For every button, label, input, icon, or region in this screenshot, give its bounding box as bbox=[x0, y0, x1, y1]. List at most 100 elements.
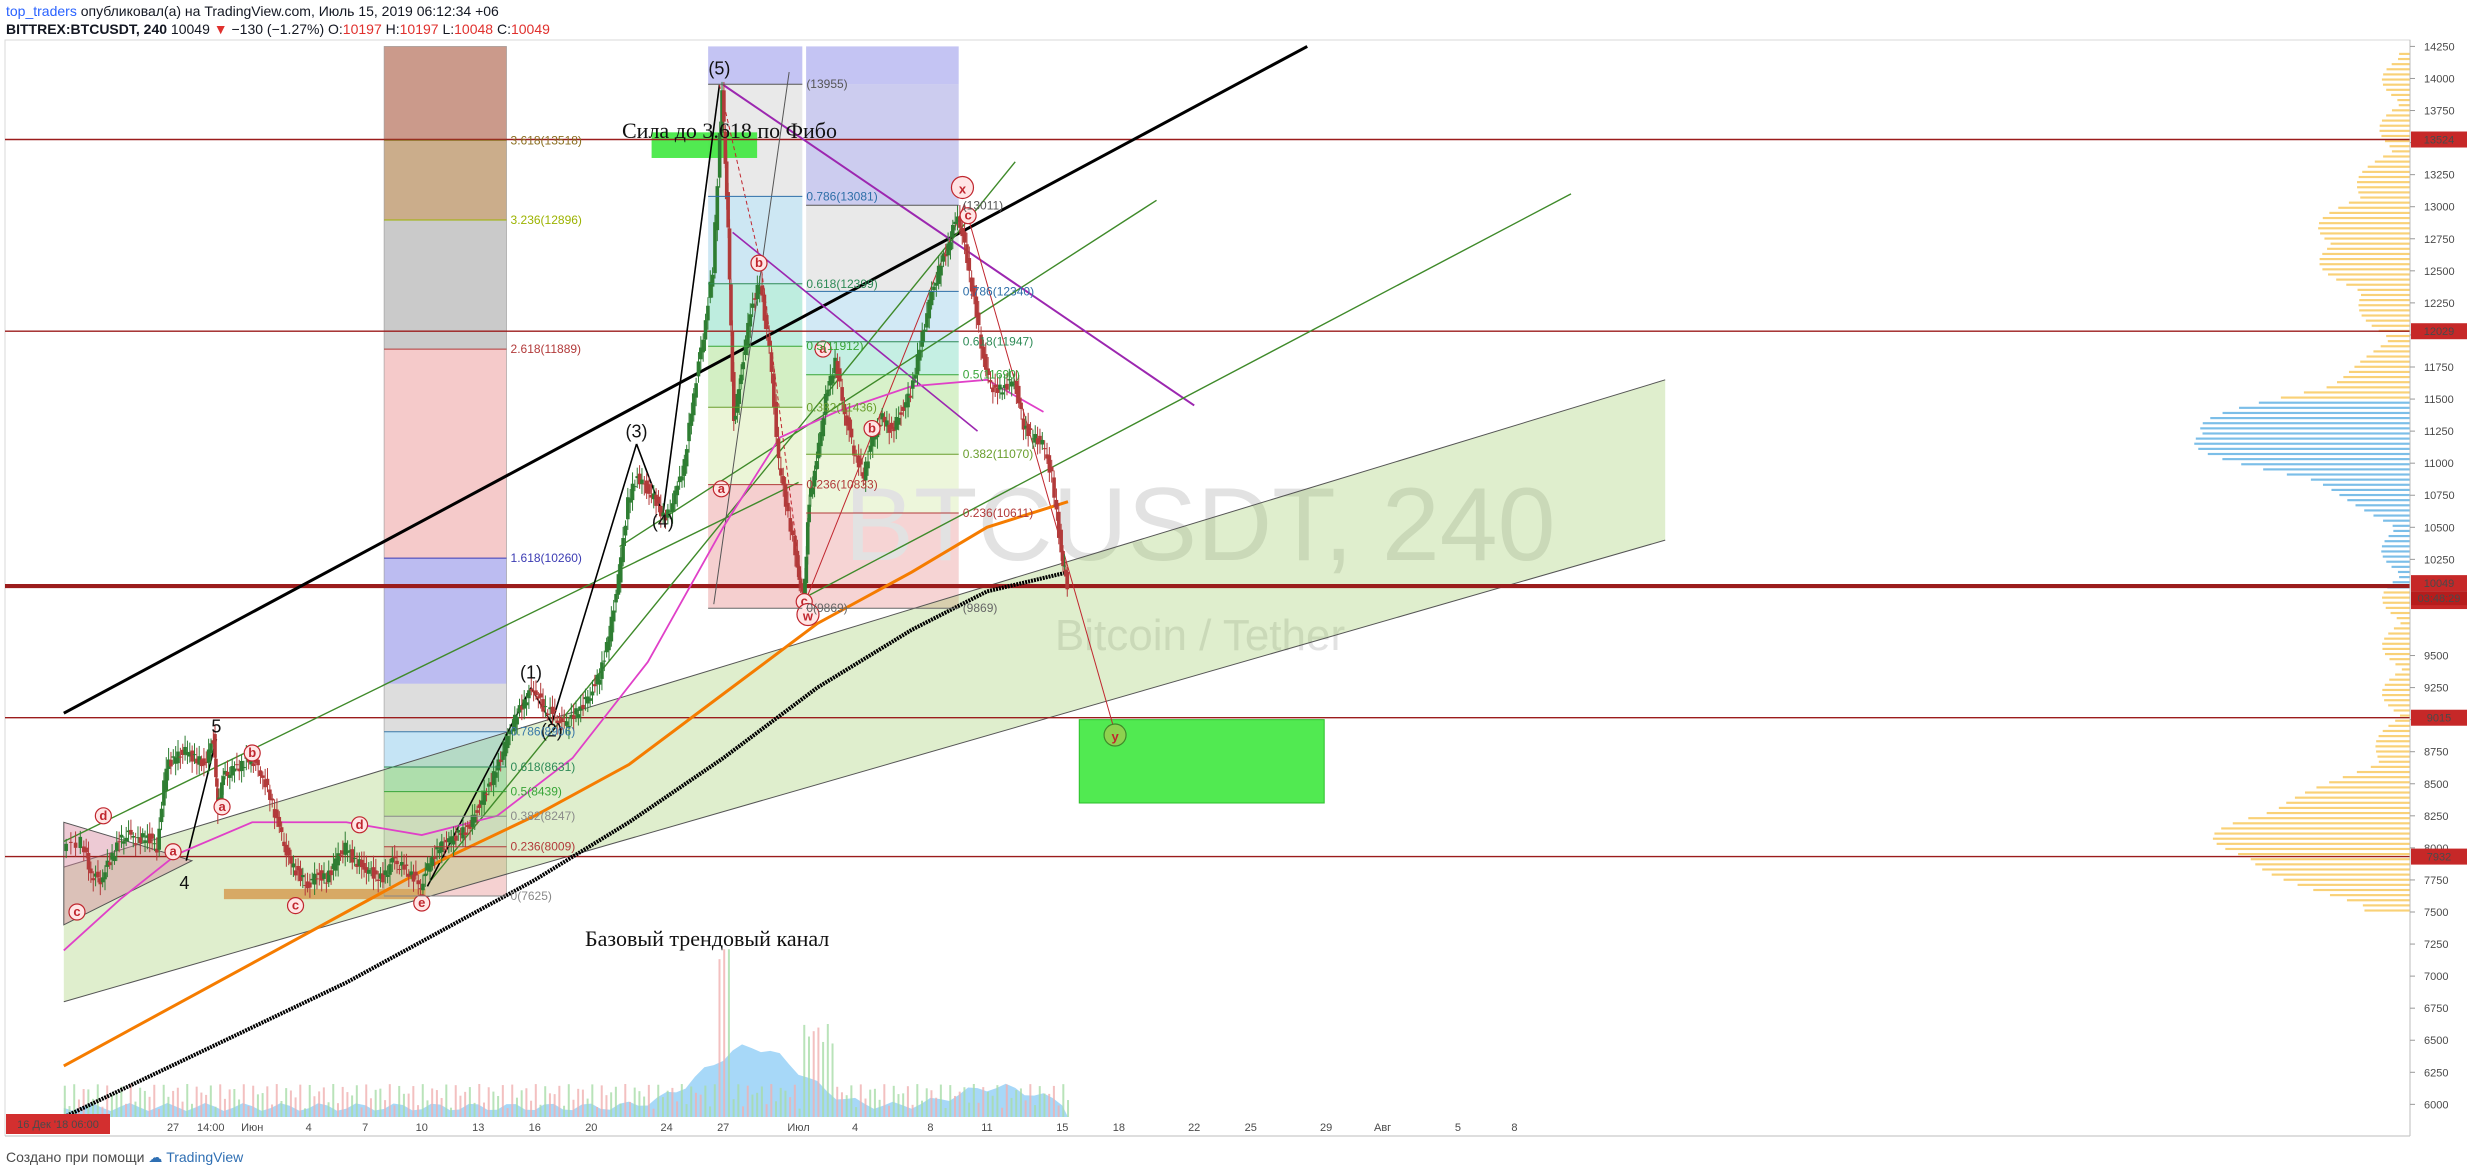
profile-row bbox=[2355, 504, 2410, 507]
wave-letter-e: e bbox=[418, 895, 425, 910]
candle-body bbox=[371, 867, 376, 879]
profile-row bbox=[2241, 463, 2410, 466]
profile-row bbox=[2318, 227, 2410, 230]
candle-body bbox=[251, 763, 256, 767]
profile-row bbox=[2388, 704, 2410, 707]
wave-letter-y: y bbox=[1111, 729, 1119, 744]
candle-body bbox=[1005, 383, 1009, 390]
volume-bar bbox=[572, 1099, 575, 1117]
candle-body bbox=[489, 782, 494, 786]
candle-body bbox=[800, 583, 804, 592]
candle-body bbox=[199, 759, 204, 767]
candle-body bbox=[757, 287, 762, 295]
candle-body bbox=[630, 483, 635, 501]
volume-bar bbox=[355, 1085, 358, 1117]
time-axis[interactable]: 27 14:00 Июн 4 7 10 13 16 20 24 27 Июл 4 8 11 15 18 22 25 2… bbox=[0, 1114, 2468, 1150]
volume-bar bbox=[633, 1087, 636, 1117]
candle-body bbox=[983, 354, 988, 370]
watermark-subtitle: Bitcoin / Tether bbox=[1055, 611, 1345, 660]
candle-body bbox=[435, 846, 439, 850]
profile-row bbox=[2391, 565, 2410, 568]
candle-body bbox=[755, 284, 760, 300]
candle-body bbox=[477, 804, 482, 808]
candle-body bbox=[256, 759, 260, 766]
candle-body bbox=[315, 878, 319, 880]
candle-body bbox=[1061, 551, 1065, 567]
candle-body bbox=[213, 734, 217, 758]
volume-bar bbox=[176, 1087, 179, 1117]
price-axis[interactable]: 1425014000137501350013250130001275012500… bbox=[2409, 40, 2468, 1136]
candle-body bbox=[696, 361, 701, 377]
profile-row bbox=[2381, 119, 2410, 122]
volume-bar bbox=[115, 1092, 118, 1117]
candle-body bbox=[364, 867, 369, 873]
candle-body bbox=[140, 833, 145, 838]
volume-bar bbox=[836, 1086, 839, 1117]
volume-bar bbox=[421, 1084, 424, 1117]
time-tick-label: 13 bbox=[472, 1122, 484, 1134]
profile-row bbox=[2375, 745, 2410, 748]
candle-body bbox=[720, 90, 724, 133]
profile-row bbox=[2339, 493, 2410, 497]
volume-bar bbox=[581, 1089, 584, 1117]
volume-bar bbox=[812, 1031, 815, 1117]
candle-body bbox=[1009, 381, 1014, 387]
channel-annotation: Базовый трендовый канал bbox=[585, 926, 829, 951]
footer-brand[interactable]: TradingView bbox=[166, 1149, 244, 1165]
profile-row bbox=[2294, 796, 2410, 799]
candle-body bbox=[998, 384, 1002, 390]
volume-bar bbox=[139, 1087, 142, 1117]
fib1-label: 0.382(8247) bbox=[511, 809, 576, 823]
candle-body bbox=[706, 305, 710, 321]
profile-row bbox=[2357, 181, 2410, 184]
profile-row bbox=[2319, 258, 2410, 261]
candle-body bbox=[658, 505, 663, 517]
author-link[interactable]: top_traders bbox=[6, 3, 77, 19]
volume-bar bbox=[737, 1084, 740, 1117]
profile-row bbox=[2376, 740, 2410, 743]
profile-row bbox=[2381, 550, 2410, 553]
candle-body bbox=[569, 714, 574, 719]
candle-body bbox=[548, 707, 552, 710]
volume-bar bbox=[770, 1084, 773, 1117]
candle-body bbox=[152, 843, 157, 845]
candle-body bbox=[491, 771, 496, 785]
candle-body bbox=[442, 848, 446, 850]
tradingview-logo-icon: ☁ bbox=[148, 1149, 163, 1165]
candle-body bbox=[689, 413, 694, 426]
candle-body bbox=[845, 415, 849, 426]
candle-body bbox=[803, 578, 807, 602]
profile-row bbox=[2382, 83, 2410, 86]
volume-bar bbox=[996, 1085, 999, 1117]
candle-body bbox=[908, 395, 913, 398]
fib3-zone-lime bbox=[806, 454, 959, 514]
candle-body bbox=[713, 222, 717, 274]
support-zone bbox=[223, 888, 426, 900]
candle-body bbox=[180, 749, 185, 756]
candle-body bbox=[164, 768, 169, 791]
wave-letter-marker: w bbox=[796, 602, 820, 627]
profile-row bbox=[2330, 242, 2410, 245]
volume-bar bbox=[888, 1105, 891, 1117]
candle-body bbox=[418, 888, 423, 890]
footer: Создано при помощи ☁ TradingView bbox=[6, 1149, 243, 1166]
symbol-watermark: BTCUSDT, 240 Bitcoin / Tether bbox=[845, 467, 1556, 660]
level-badge-label: 10049 bbox=[2424, 578, 2455, 590]
volume-bar bbox=[73, 1084, 76, 1117]
profile-row bbox=[2382, 642, 2410, 645]
candle-body bbox=[733, 415, 738, 420]
price-tick-label: 11000 bbox=[2424, 458, 2454, 470]
volume-bar bbox=[318, 1091, 321, 1117]
candle-body bbox=[626, 497, 630, 520]
volume-bar bbox=[756, 1092, 759, 1117]
volume-bar bbox=[200, 1092, 203, 1117]
candles bbox=[64, 81, 1070, 901]
candle-body bbox=[425, 863, 430, 871]
candle-body bbox=[543, 706, 548, 708]
candle-body bbox=[529, 688, 534, 691]
wxy-leg-2 bbox=[963, 204, 1116, 733]
candle-body bbox=[901, 406, 906, 411]
volume-profile bbox=[2194, 52, 2410, 912]
